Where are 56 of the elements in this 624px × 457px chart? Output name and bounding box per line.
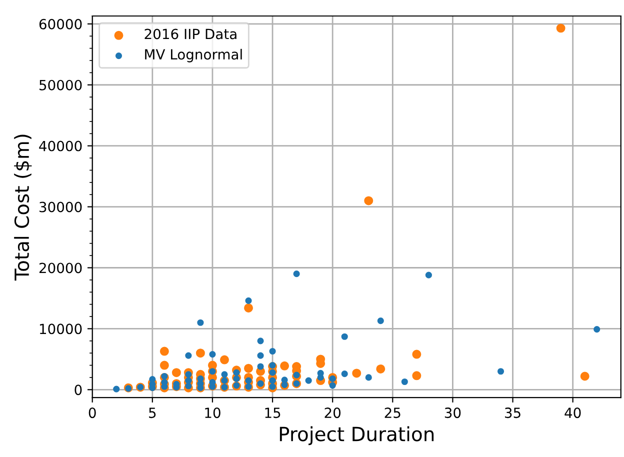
- point: [341, 370, 348, 378]
- point: [269, 377, 276, 384]
- point: [233, 375, 240, 382]
- point: [594, 326, 600, 333]
- x-tick-label: 0: [88, 408, 96, 418]
- x-tick-label: 25: [384, 408, 400, 418]
- point: [317, 370, 324, 376]
- x-axis-title: Project Duration: [280, 426, 434, 446]
- point: [185, 371, 192, 378]
- legend-label: MV Lognormal: [145, 48, 242, 62]
- point: [329, 382, 336, 389]
- point: [185, 382, 192, 390]
- x-tick-label: 20: [324, 408, 341, 418]
- point: [425, 272, 432, 278]
- point: [257, 380, 264, 387]
- y-tick-label: 10000: [40, 324, 82, 334]
- point: [149, 376, 156, 383]
- point: [233, 369, 240, 376]
- point: [113, 386, 120, 392]
- y-tick-label: 30000: [40, 202, 82, 212]
- x-tick-label: 15: [265, 408, 280, 418]
- y-tick-label: 40000: [39, 140, 82, 152]
- point: [269, 369, 276, 376]
- point: [197, 319, 204, 326]
- point: [377, 317, 384, 324]
- y-tick-label: 0: [74, 384, 82, 396]
- point: [185, 352, 192, 359]
- point: [209, 351, 216, 358]
- point: [329, 375, 336, 382]
- point: [269, 348, 276, 355]
- x-tick-label: 40: [564, 408, 581, 418]
- y-axis-title: Total Cost ($m): [14, 134, 32, 281]
- point: [497, 368, 504, 375]
- x-tick-label: 5: [149, 408, 156, 418]
- y-tick-label: 60000: [39, 18, 82, 30]
- point: [281, 376, 288, 384]
- point: [293, 270, 300, 278]
- point: [245, 297, 252, 304]
- point: [257, 363, 264, 370]
- point: [269, 383, 276, 390]
- legend-label: 2016 IIP Data: [144, 28, 236, 40]
- y-tick-label: 50000: [40, 80, 82, 90]
- point: [365, 374, 372, 381]
- point: [245, 377, 252, 384]
- x-tick-label: 35: [504, 408, 520, 418]
- point: [257, 352, 264, 359]
- point: [293, 372, 300, 378]
- x-tick-label: 10: [205, 408, 220, 418]
- point: [341, 333, 348, 340]
- point: [401, 378, 408, 386]
- point: [185, 377, 192, 384]
- point: [305, 377, 312, 384]
- point: [257, 338, 264, 344]
- y-tick-label: 20000: [39, 262, 82, 274]
- x-tick-label: 30: [444, 408, 461, 418]
- point: [221, 371, 228, 378]
